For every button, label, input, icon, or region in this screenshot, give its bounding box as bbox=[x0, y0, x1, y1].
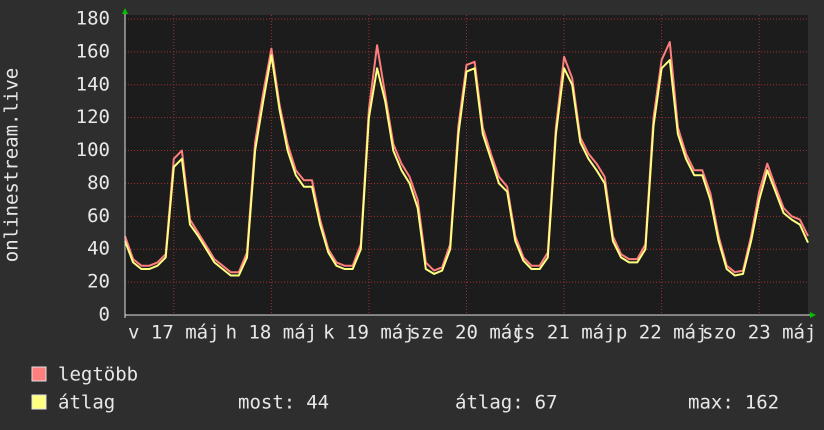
legend-label: átlag bbox=[58, 392, 115, 414]
legend: legtöbb átlag most: 44 átlag: 67 max: 162 bbox=[31, 364, 779, 414]
y-tick-label: 140 bbox=[76, 73, 110, 95]
y-tick-label: 100 bbox=[76, 139, 110, 161]
y-tick-label: 120 bbox=[76, 106, 110, 128]
x-tick-label: h 18 máj bbox=[226, 322, 318, 344]
y-tick-label: 40 bbox=[87, 238, 110, 260]
stat-label: most: bbox=[238, 392, 295, 414]
legend-swatch bbox=[31, 366, 47, 382]
x-arrow bbox=[810, 312, 816, 318]
legend-label: legtöbb bbox=[58, 364, 138, 386]
y-tick-label: 20 bbox=[87, 271, 110, 293]
y-arrow bbox=[122, 8, 128, 14]
x-tick-label: sze 20 máj bbox=[409, 322, 523, 344]
x-tick-label: cs 21 máj bbox=[513, 322, 616, 344]
legend-swatch bbox=[31, 394, 47, 410]
stat-label: átlag: bbox=[455, 392, 524, 414]
y-tick-label: 180 bbox=[76, 8, 110, 30]
x-tick-label: v 17 máj bbox=[128, 322, 220, 344]
series-line bbox=[124, 41, 809, 274]
y-axis-label: onlinestream.live bbox=[1, 68, 23, 262]
y-tick-label: 80 bbox=[87, 172, 110, 194]
series-line bbox=[124, 54, 809, 277]
stat-value: 44 bbox=[306, 392, 329, 414]
lines bbox=[124, 41, 809, 277]
stat-value: 162 bbox=[745, 392, 779, 414]
x-tick-label: szo 23 máj bbox=[702, 322, 816, 344]
y-tick-label: 0 bbox=[99, 304, 110, 326]
y-tick-label: 60 bbox=[87, 205, 110, 227]
x-tick-label: k 19 máj bbox=[323, 322, 415, 344]
stat-label: max: bbox=[688, 392, 734, 414]
y-tick-label: 160 bbox=[76, 40, 110, 62]
x-tick-label: p 22 máj bbox=[616, 322, 708, 344]
stat-value: 67 bbox=[535, 392, 558, 414]
